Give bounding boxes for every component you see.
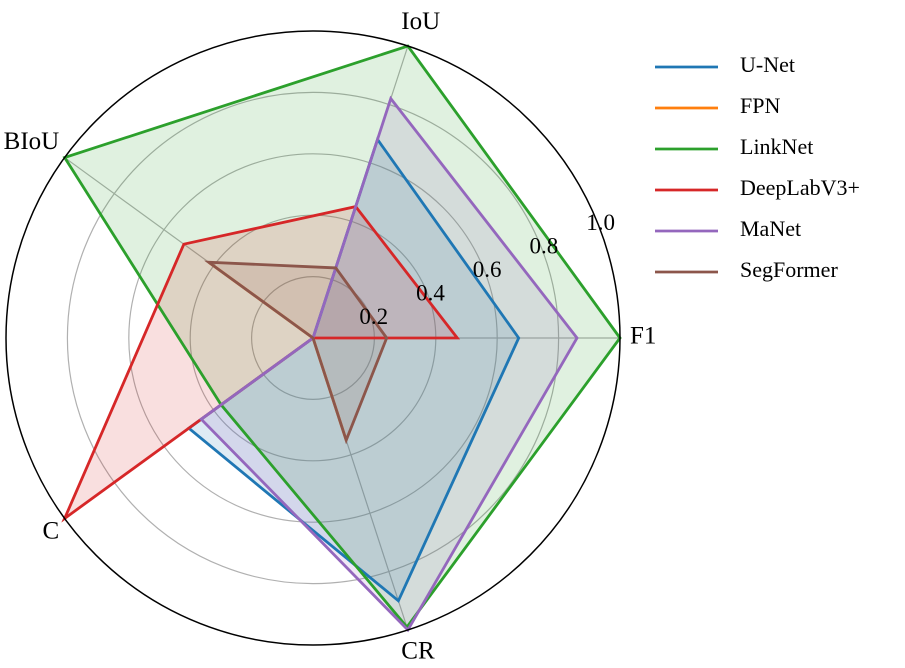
- series-area-manet: [201, 98, 578, 630]
- legend-entry: LinkNet: [655, 134, 813, 159]
- series-line-linknet: [62, 44, 622, 630]
- radar-outer-frame: [5, 30, 621, 646]
- axis-label-f1: F1: [630, 323, 656, 350]
- radial-tick-label: 0.8: [530, 233, 559, 258]
- legend-label: FPN: [740, 93, 780, 118]
- legend-label: DeepLabV3+: [740, 175, 860, 200]
- axis-labels: 0.2 0.4 0.6 0.8 1.0 F1 IoU BIoU C CR: [4, 8, 657, 665]
- series-line-manet: [199, 95, 579, 633]
- series-line-deeplabv3-: [61, 205, 461, 523]
- radial-tick-label: 0.6: [473, 257, 502, 282]
- legend-entry: MaNet: [655, 216, 801, 241]
- radial-tick-label: 0.4: [416, 280, 445, 305]
- legend-entry: U-Net: [655, 52, 795, 77]
- legend: U-Net FPN LinkNet DeepLabV3+ MaNet SegFormer: [655, 52, 860, 282]
- legend-label: LinkNet: [740, 134, 813, 159]
- series-line-segformer: [204, 260, 389, 445]
- legend-label: U-Net: [740, 52, 795, 77]
- series-area-segformer: [208, 262, 387, 441]
- radial-tick-label: 0.2: [359, 304, 388, 329]
- axis-label-iou: IoU: [401, 8, 440, 35]
- series-area-deeplabv3-: [64, 206, 458, 519]
- legend-label: MaNet: [740, 216, 801, 241]
- axis-label-cr: CR: [401, 638, 435, 665]
- axis-label-biou: BIoU: [4, 128, 60, 155]
- radar-series: [61, 44, 622, 633]
- outer-frame-circle: [5, 30, 621, 646]
- series-area-linknet: [64, 46, 620, 628]
- series-area-u-net: [188, 139, 519, 601]
- legend-entry: DeepLabV3+: [655, 175, 860, 200]
- legend-label: SegFormer: [740, 257, 838, 282]
- legend-entry: FPN: [655, 93, 780, 118]
- axis-label-c: C: [43, 517, 60, 544]
- radial-tick-label: 1.0: [586, 210, 615, 235]
- legend-entry: SegFormer: [655, 257, 838, 282]
